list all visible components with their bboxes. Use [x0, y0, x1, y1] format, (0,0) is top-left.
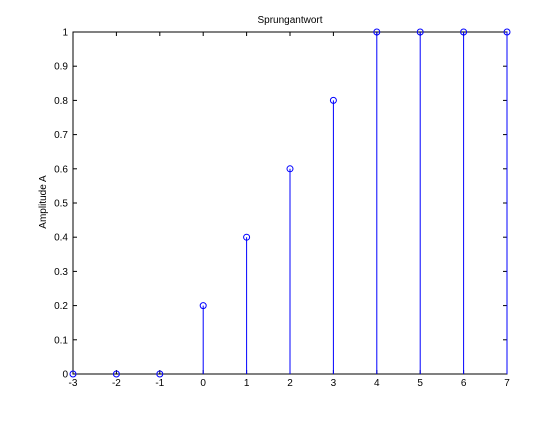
y-tick-label: 0.3: [54, 267, 68, 278]
y-tick-label: 0.1: [54, 335, 68, 346]
stem-marker: [329, 96, 337, 104]
x-tick-label: -3: [69, 378, 78, 389]
stem-marker: [286, 165, 294, 173]
stem-marker: [112, 370, 120, 378]
y-tick-label: 0.4: [54, 233, 68, 244]
stem-marker: [156, 370, 164, 378]
y-tick-label: 0.7: [54, 130, 68, 141]
x-tick-label: 6: [461, 378, 467, 389]
y-tick-label: 1: [62, 28, 68, 39]
y-tick-label: 0.6: [54, 164, 68, 175]
x-tick-label: 0: [200, 378, 206, 389]
stem-marker: [243, 233, 251, 241]
chart-title: Sprungantwort: [257, 15, 322, 26]
y-tick-label: 0: [62, 370, 68, 381]
stem-marker: [373, 28, 381, 36]
stem-marker: [460, 28, 468, 36]
y-tick-label: 0.5: [54, 199, 68, 210]
y-axis-ticks: 0 0.1 0.2 0.3 0.4 0.5 0.6 0.7 0.8 0.9 1: [54, 28, 507, 381]
stem-marker: [416, 28, 424, 36]
x-tick-label: 4: [374, 378, 380, 389]
x-tick-label: 5: [417, 378, 423, 389]
x-tick-label: 1: [244, 378, 250, 389]
y-tick-label: 0.9: [54, 62, 68, 73]
y-tick-label: 0.2: [54, 301, 68, 312]
x-tick-label: -1: [155, 378, 164, 389]
y-axis-label: Amplitude A: [38, 175, 49, 229]
x-tick-label: 2: [287, 378, 293, 389]
stem-marker: [69, 370, 77, 378]
x-tick-label: -2: [112, 378, 121, 389]
stem-marker: [503, 28, 511, 36]
stem-series: [69, 28, 511, 378]
x-tick-label: 3: [331, 378, 337, 389]
y-tick-label: 0.8: [54, 96, 68, 107]
stem-marker: [199, 302, 207, 310]
x-tick-label: 7: [504, 378, 510, 389]
